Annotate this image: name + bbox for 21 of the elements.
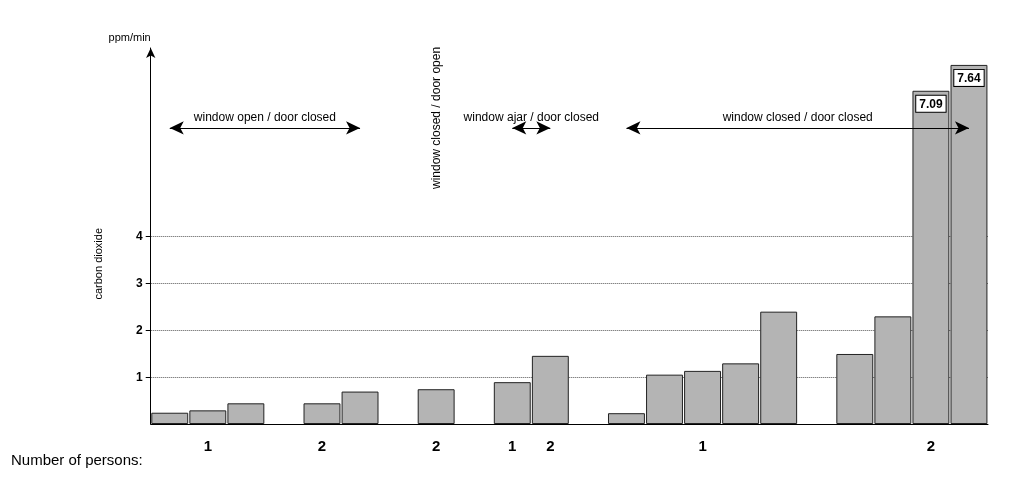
annotation: window closed / door closed xyxy=(721,109,873,124)
x-tick-label: 1 xyxy=(508,437,517,454)
x-tick-label: 2 xyxy=(546,437,555,454)
data-label: 7.64 xyxy=(957,70,981,85)
x-tick-label: 2 xyxy=(926,437,936,454)
y-tick-label: 3 xyxy=(136,276,144,290)
annotation: window ajar / door closed xyxy=(462,109,600,124)
annotation: window open / door closed xyxy=(192,109,336,124)
y-tick-label: 2 xyxy=(136,323,144,337)
data-label: 7.09 xyxy=(919,96,943,111)
text: ppm/min xyxy=(108,30,151,43)
y-axis-title: carbon dioxide xyxy=(91,227,104,300)
x-axis-title: Number of persons: xyxy=(10,451,143,468)
y-tick-label: 1 xyxy=(136,370,144,384)
annotation: window closed / door open xyxy=(429,46,444,190)
x-tick-label: 2 xyxy=(317,437,327,454)
bar xyxy=(417,389,455,424)
y-tick-label: 4 xyxy=(136,229,144,243)
x-tick-label: 1 xyxy=(203,437,212,454)
x-tick-label: 1 xyxy=(698,437,707,454)
x-tick-label: 2 xyxy=(431,437,441,454)
